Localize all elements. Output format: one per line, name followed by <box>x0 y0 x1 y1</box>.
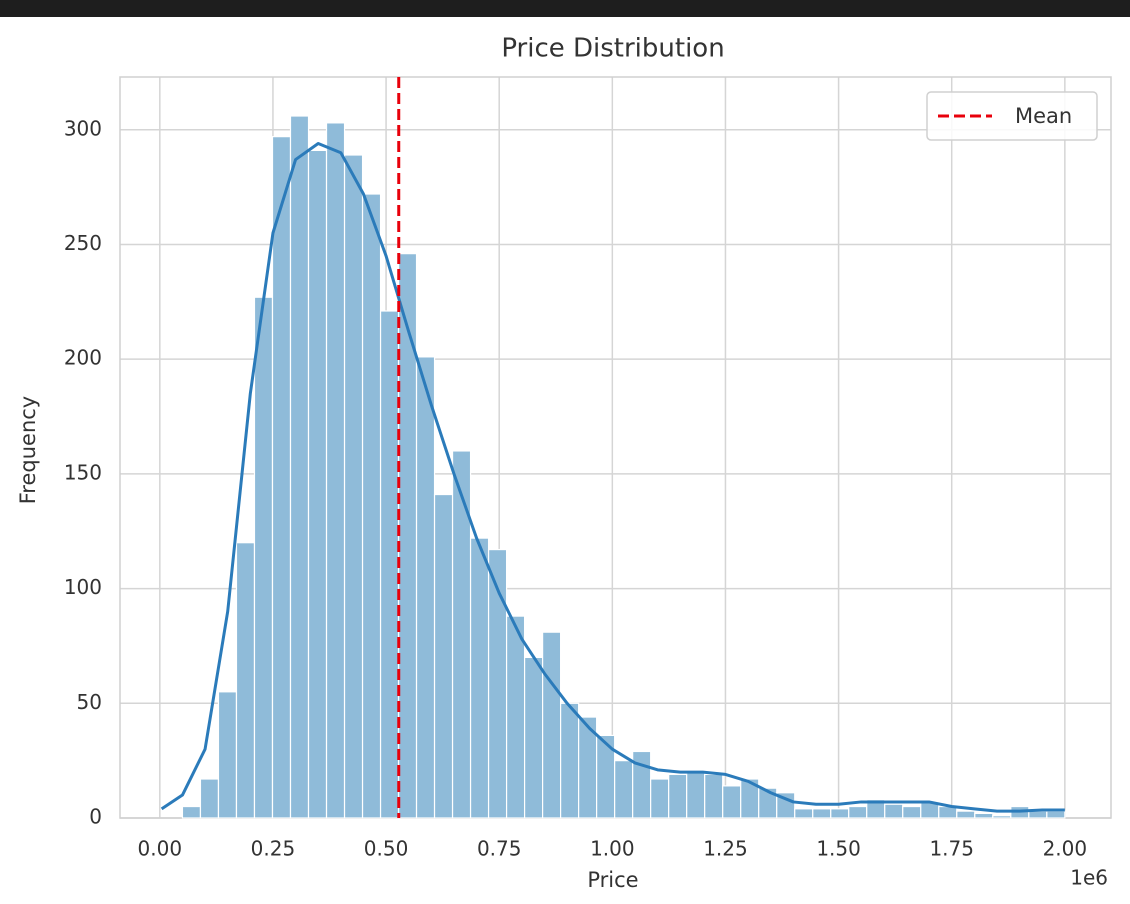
y-tick-label: 150 <box>64 460 102 484</box>
bar <box>848 805 868 819</box>
x-tick-label: 1.00 <box>590 837 635 861</box>
bar <box>397 253 418 819</box>
x-offset-label: 1e6 <box>1070 866 1108 890</box>
bar <box>902 805 922 819</box>
bar <box>884 803 904 819</box>
y-tick-label: 0 <box>89 805 102 829</box>
bar <box>343 154 364 819</box>
chart-title: Price Distribution <box>501 34 724 64</box>
bar <box>361 193 382 819</box>
bar <box>235 542 256 819</box>
bar <box>794 808 814 819</box>
bar <box>650 778 670 819</box>
bar <box>614 760 634 819</box>
x-tick-label: 0.75 <box>477 837 522 861</box>
legend: Mean <box>926 91 1098 141</box>
bar <box>469 537 490 819</box>
bar <box>704 773 724 819</box>
bar <box>217 691 238 819</box>
bar <box>686 771 706 819</box>
bar <box>415 356 436 819</box>
bar <box>542 631 562 819</box>
bar <box>1028 810 1048 819</box>
bar <box>974 812 994 819</box>
bar <box>722 785 742 819</box>
bar <box>523 656 544 819</box>
bar <box>812 808 832 819</box>
y-tick-label: 200 <box>64 346 102 370</box>
x-tick-label: 1.50 <box>816 837 861 861</box>
bar <box>271 136 292 819</box>
bar <box>199 778 220 819</box>
bar <box>560 702 580 819</box>
y-tick-label: 300 <box>64 116 102 140</box>
bar <box>956 810 976 819</box>
window-bar <box>0 0 1130 17</box>
x-tick-label: 1.75 <box>929 837 974 861</box>
bar <box>181 805 202 819</box>
x-tick-label: 2.00 <box>1043 837 1088 861</box>
bar <box>830 808 850 819</box>
bar <box>325 122 346 819</box>
bar <box>433 493 454 819</box>
kde-line <box>160 142 1065 813</box>
bar <box>307 149 328 819</box>
x-tick-label: 0.50 <box>364 837 409 861</box>
legend-box <box>926 91 1098 141</box>
bar <box>1046 810 1066 819</box>
bar <box>253 296 274 819</box>
y-tick-label: 100 <box>64 575 102 599</box>
bar <box>289 115 310 819</box>
y-tick-label: 250 <box>64 231 102 255</box>
x-tick-label: 0.25 <box>251 837 296 861</box>
bar <box>668 773 688 819</box>
legend-label: Mean <box>1015 104 1072 128</box>
bar <box>505 615 526 819</box>
bar <box>992 815 1012 819</box>
bar <box>379 310 400 819</box>
bar <box>451 450 472 819</box>
x-axis-label: Price <box>587 868 638 892</box>
y-tick-label: 50 <box>77 690 102 714</box>
x-tick-label: 0.00 <box>138 837 183 861</box>
y-axis-label: Frequency <box>16 396 40 505</box>
x-tick-label: 1.25 <box>703 837 748 861</box>
